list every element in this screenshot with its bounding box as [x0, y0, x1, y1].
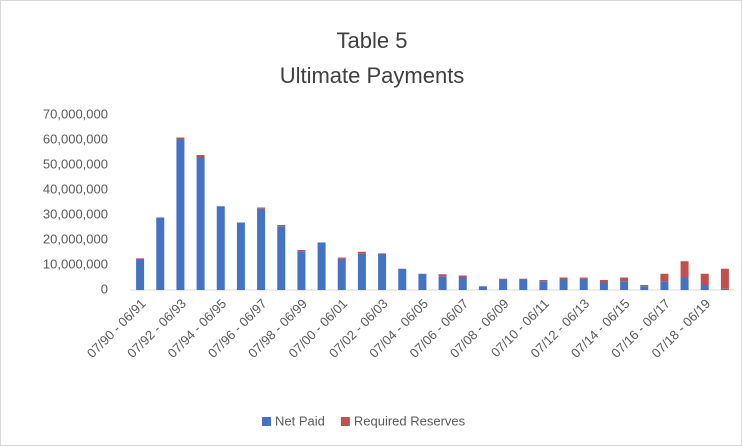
bar-segment	[478, 286, 487, 290]
bar-segment	[357, 253, 366, 290]
bar-segment	[438, 276, 447, 290]
bar-segment	[499, 280, 508, 290]
bar-segment	[640, 286, 649, 290]
bar-segment	[378, 253, 387, 290]
bar-segment	[398, 268, 407, 290]
bar-segment	[539, 281, 548, 290]
bar-segment	[236, 222, 245, 290]
bar-segment	[720, 268, 729, 289]
bar-segment	[136, 258, 145, 290]
bar-segment	[438, 274, 447, 277]
y-tick-label: 10,000,000	[43, 256, 108, 271]
bar-segment	[337, 257, 346, 259]
bar-segment	[640, 285, 649, 287]
bar-segment	[519, 280, 528, 290]
bar-segment	[680, 261, 689, 278]
chart-title: Table 5	[337, 28, 408, 53]
bar-segment	[458, 275, 467, 278]
bar-segment	[599, 280, 608, 283]
bar-segment	[499, 278, 508, 280]
bar-segment	[196, 157, 205, 290]
bar-segment	[136, 258, 145, 259]
bar-segment	[156, 217, 165, 290]
bar-segment	[680, 277, 689, 290]
bar-segment	[579, 278, 588, 290]
chart-subtitle: Ultimate Payments	[280, 63, 465, 88]
bar-segment	[539, 280, 548, 282]
bar-segment	[599, 282, 608, 290]
bar-segment	[720, 288, 729, 290]
y-tick-label: 50,000,000	[43, 156, 108, 171]
bar-segment	[660, 281, 669, 290]
bar-segment	[700, 285, 709, 290]
bar-segment	[559, 280, 568, 290]
bar-segment	[337, 258, 346, 290]
bar-segment	[257, 208, 266, 290]
legend-swatch	[262, 417, 271, 426]
bar-segment	[620, 277, 629, 282]
legend-label: Required Reserves	[354, 413, 466, 428]
bar-segment	[216, 206, 225, 290]
bar-segment	[297, 251, 306, 290]
y-tick-label: 20,000,000	[43, 231, 108, 246]
bar-segment	[458, 277, 467, 290]
bar-segment	[277, 226, 286, 290]
bar-segment	[700, 273, 709, 285]
bar-segment	[297, 250, 306, 252]
y-tick-label: 70,000,000	[43, 106, 108, 121]
bar-segment	[176, 137, 185, 140]
y-tick-label: 40,000,000	[43, 181, 108, 196]
bar-segment	[257, 207, 266, 209]
bar-segment	[176, 140, 185, 290]
y-tick-label: 0	[101, 281, 108, 296]
bar-segment	[317, 242, 326, 290]
bar-segment	[378, 253, 387, 254]
bar-segment	[277, 225, 286, 227]
bar-segment	[579, 277, 588, 279]
bar-segment	[660, 273, 669, 282]
y-tick-label: 60,000,000	[43, 131, 108, 146]
bar-segment	[519, 278, 528, 280]
bar-segment	[196, 155, 205, 158]
legend-label: Net Paid	[275, 413, 325, 428]
bar-segment	[418, 273, 427, 290]
bar-segment	[559, 277, 568, 280]
bar-segment	[620, 281, 629, 290]
y-tick-label: 30,000,000	[43, 206, 108, 221]
legend-swatch	[340, 417, 350, 426]
bar-segment	[357, 251, 366, 254]
